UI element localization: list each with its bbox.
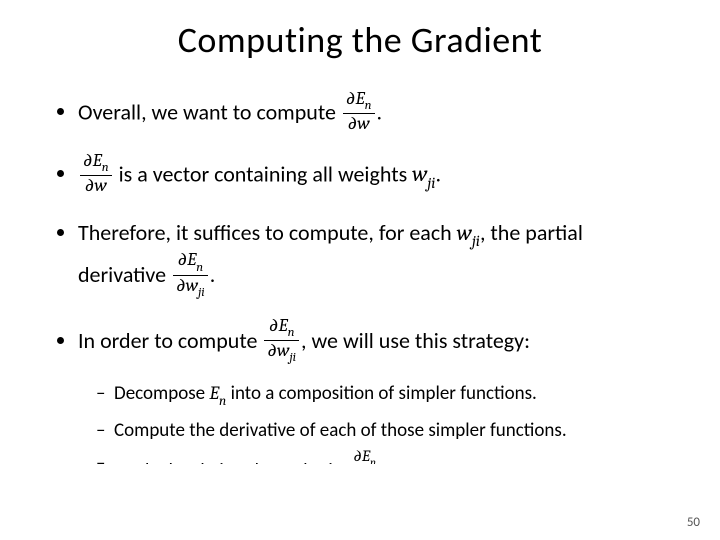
fraction-dEn-dwji-2: ∂En ∂wji	[264, 317, 299, 364]
bullet-1: Overall, we want to compute ∂En ∂w .	[78, 92, 670, 136]
bullet-2-text: is a vector containing all weights	[119, 160, 413, 187]
bullet-4-text-a: In order to compute	[78, 327, 262, 354]
slide: Computing the Gradient Overall, we want …	[0, 0, 720, 540]
sub-2-text: Compute the derivative of each of those …	[114, 419, 567, 442]
bullet-4: In order to compute ∂En ∂wji , we will u…	[78, 319, 670, 465]
var-En: En	[209, 382, 226, 404]
sub-bullet-1: Decompose En into a composition of simpl…	[96, 380, 670, 411]
sub-1-text-b: into a composition of simpler functions.	[226, 382, 537, 405]
bullet-list: Overall, we want to compute ∂En ∂w . ∂En…	[50, 92, 670, 464]
sub-bullet-3: Apply the chain rule to obtain ∂En ∂wji …	[96, 450, 670, 464]
sub-1-text-a: Decompose	[114, 382, 209, 405]
fraction-dEn-dw-2: ∂En ∂w	[80, 152, 112, 196]
page-number: 50	[687, 515, 700, 530]
sub-bullet-list: Decompose En into a composition of simpl…	[78, 380, 670, 464]
period-3: .	[210, 261, 216, 288]
period-2: .	[435, 160, 441, 187]
period-1: .	[377, 98, 383, 125]
bullet-3: Therefore, it suffices to compute, for e…	[78, 216, 670, 301]
bullet-4-text-b: , we will use this strategy:	[301, 327, 530, 354]
sub-bullet-2: Compute the derivative of each of those …	[96, 417, 670, 445]
bullet-1-text-a: Overall, we want to compute	[78, 98, 341, 125]
fraction-dEn-dw-1: ∂En ∂w	[343, 90, 375, 134]
fraction-dEn-dwji-1: ∂En ∂wji	[173, 251, 208, 298]
var-wji-1: wji	[412, 161, 435, 187]
var-wji-2: wji	[457, 220, 480, 246]
sub-3-text: Apply the chain rule to obtain	[114, 460, 347, 465]
fraction-dEn-dwji-3: ∂En ∂wji	[349, 450, 380, 464]
slide-title: Computing the Gradient	[50, 18, 670, 62]
bullet-2: ∂En ∂w is a vector containing all weight…	[78, 154, 670, 198]
bullet-3-text-a: Therefore, it suffices to compute, for e…	[78, 219, 457, 246]
